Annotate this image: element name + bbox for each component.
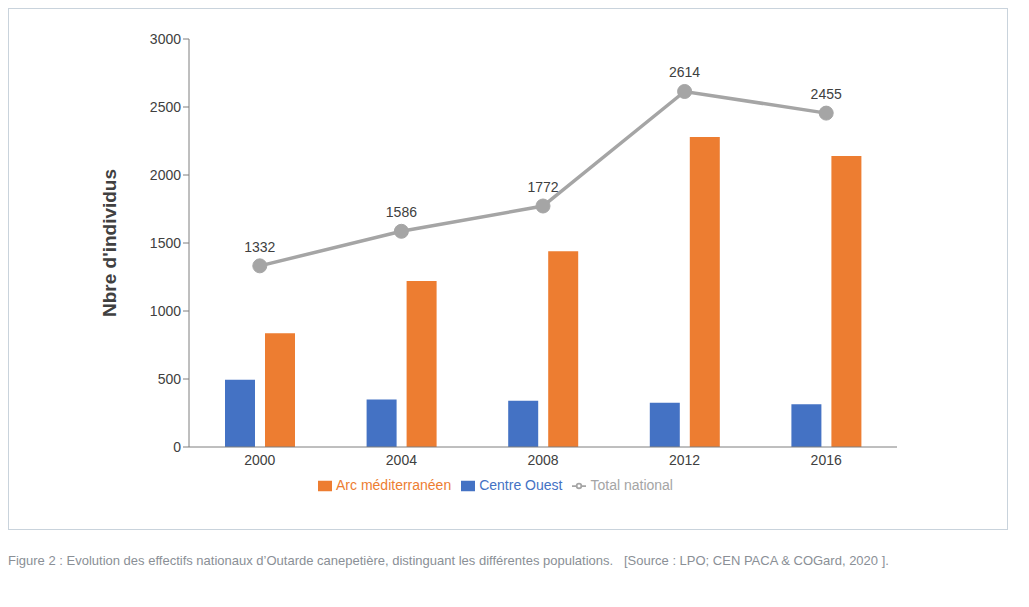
svg-text:2004: 2004 [386, 452, 417, 468]
svg-text:1000: 1000 [150, 303, 181, 319]
svg-text:2016: 2016 [811, 452, 842, 468]
svg-text:1772: 1772 [527, 179, 558, 195]
svg-text:1500: 1500 [150, 235, 181, 251]
svg-text:2000: 2000 [150, 167, 181, 183]
html-text:Figure 2 : Evolution des effec: Figure 2 : Evolution des effectifs natio… [8, 553, 889, 568]
svg-text:2008: 2008 [527, 452, 558, 468]
svg-text:3000: 3000 [150, 31, 181, 47]
svg-text:Nbre d'individus: Nbre d'individus [99, 169, 120, 317]
svg-text:500: 500 [158, 371, 182, 387]
svg-text:2614: 2614 [669, 64, 700, 80]
html-text:Total national: Total national [590, 477, 673, 493]
svg-text:1332: 1332 [244, 239, 275, 255]
html-text:Centre Ouest: Centre Ouest [479, 477, 563, 493]
svg-text:2500: 2500 [150, 99, 181, 115]
svg-text:2000: 2000 [244, 452, 275, 468]
svg-text:1586: 1586 [386, 204, 417, 220]
html-text:Arc méditerranéen: Arc méditerranéen [336, 477, 452, 493]
svg-text:2455: 2455 [811, 86, 842, 102]
svg-text:2012: 2012 [669, 452, 700, 468]
svg-text:0: 0 [173, 439, 181, 455]
